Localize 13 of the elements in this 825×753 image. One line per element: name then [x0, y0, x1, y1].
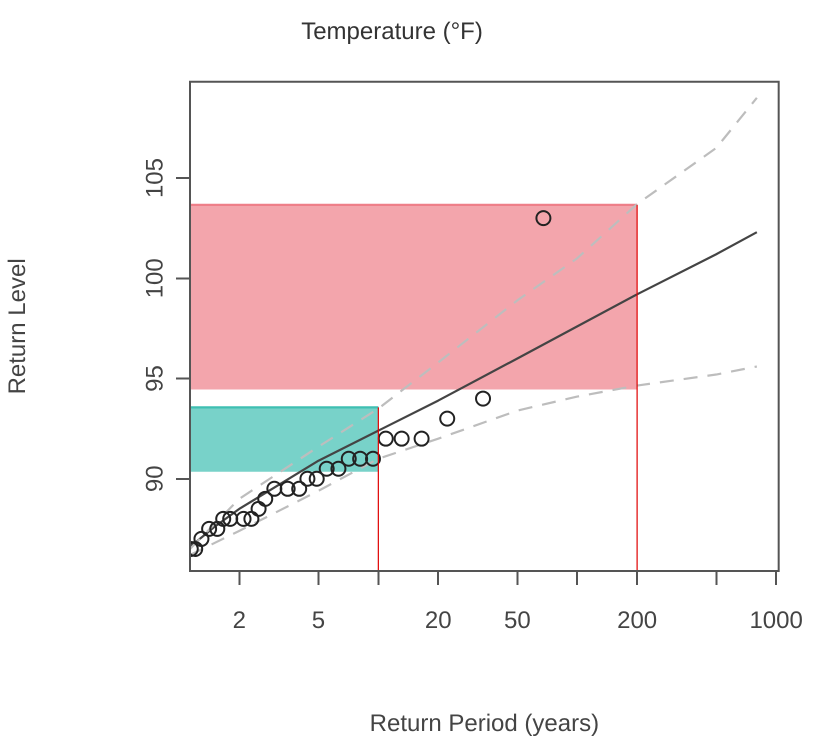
y-tick-label: 95	[142, 365, 169, 392]
x-tick-label: 5	[312, 607, 326, 634]
x-tick-label: 200	[617, 607, 658, 634]
x-tick-label: 50	[504, 607, 531, 634]
x-axis-title: Return Period (years)	[370, 710, 600, 738]
x-tick-label: 20	[424, 607, 452, 634]
y-axis-title: Return Level	[4, 258, 32, 394]
y-tick-label: 105	[142, 158, 169, 198]
y-tick-label: 90	[142, 465, 169, 492]
x-tick-label: 2	[232, 607, 246, 634]
x-tick-label: 1000	[749, 607, 803, 634]
y-tick-label: 100	[142, 258, 169, 298]
chart-title: Temperature (°F)	[301, 18, 483, 46]
